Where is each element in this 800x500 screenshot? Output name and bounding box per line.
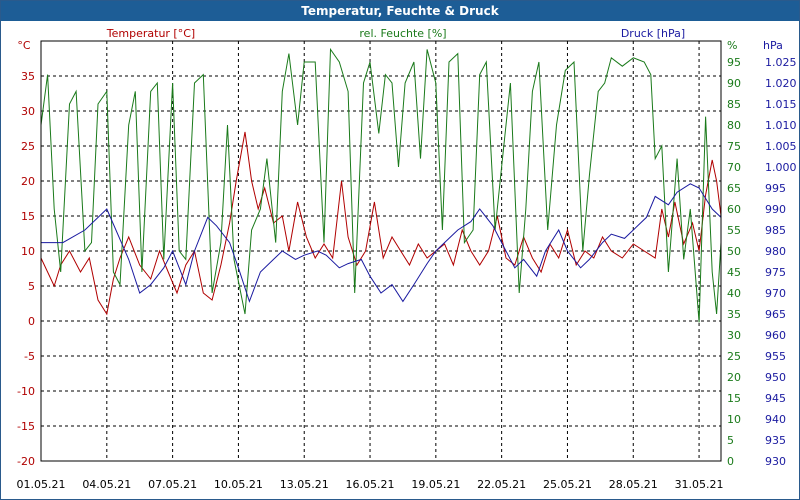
x-tick-label: 07.05.21	[148, 478, 197, 491]
y-tick-pressure: 965	[765, 308, 786, 321]
y-tick-pressure: 930	[765, 455, 786, 468]
y-tick-humidity: 5	[727, 434, 734, 447]
x-tick-label: 25.05.21	[543, 478, 592, 491]
y-tick-temperature: 0	[28, 315, 35, 328]
legend-pressure: Druck [hPa]	[621, 27, 685, 40]
y-tick-temperature: -10	[17, 385, 35, 398]
y-tick-pressure: 955	[765, 350, 786, 363]
y-tick-humidity: 90	[727, 77, 741, 90]
y-tick-humidity: 0	[727, 455, 734, 468]
y-tick-pressure: 1.000	[765, 161, 797, 174]
y-tick-humidity: 70	[727, 161, 741, 174]
y-tick-pressure: 995	[765, 182, 786, 195]
y-tick-temperature: -5	[24, 350, 35, 363]
legend-humidity: rel. Feuchte [%]	[359, 27, 446, 40]
y-tick-temperature: 20	[21, 175, 35, 188]
y-tick-humidity: 85	[727, 98, 741, 111]
y-tick-pressure: 950	[765, 371, 786, 384]
x-tick-label: 16.05.21	[346, 478, 395, 491]
y-tick-humidity: 95	[727, 56, 741, 69]
y-tick-humidity: 10	[727, 413, 741, 426]
y-tick-pressure: 935	[765, 434, 786, 447]
y-tick-humidity: 45	[727, 266, 741, 279]
y-tick-temperature: 15	[21, 210, 35, 223]
pressure-unit-label: hPa	[763, 39, 783, 52]
y-tick-humidity: 80	[727, 119, 741, 132]
y-tick-temperature: 5	[28, 280, 35, 293]
chart-title: Temperatur, Feuchte & Druck	[1, 1, 799, 21]
plot-area-border	[40, 40, 722, 462]
y-tick-pressure: 980	[765, 245, 786, 258]
y-tick-pressure: 960	[765, 329, 786, 342]
y-tick-humidity: 15	[727, 392, 741, 405]
temperature-series-line	[40, 131, 722, 316]
x-tick-label: 04.05.21	[82, 478, 131, 491]
y-tick-temperature: 10	[21, 245, 35, 258]
y-tick-humidity: 50	[727, 245, 741, 258]
y-tick-pressure: 1.015	[765, 98, 797, 111]
y-tick-humidity: 30	[727, 329, 741, 342]
y-tick-pressure: 1.025	[765, 56, 797, 69]
y-tick-pressure: 1.020	[765, 77, 797, 90]
y-tick-temperature: 30	[21, 105, 35, 118]
y-tick-pressure: 990	[765, 203, 786, 216]
y-tick-humidity: 60	[727, 203, 741, 216]
y-tick-humidity: 25	[727, 350, 741, 363]
y-tick-pressure: 1.005	[765, 140, 797, 153]
humidity-unit-label: %	[727, 39, 737, 52]
y-tick-temperature: -20	[17, 455, 35, 468]
x-tick-label: 10.05.21	[214, 478, 263, 491]
legend-temperature: Temperatur [°C]	[106, 27, 195, 40]
x-tick-label: 22.05.21	[477, 478, 526, 491]
pressure-series-line	[41, 183, 722, 303]
temperature-unit-label: °C	[17, 39, 31, 52]
y-tick-temperature: -15	[17, 420, 35, 433]
x-tick-label: 01.05.21	[17, 478, 66, 491]
humidity-series-line	[40, 47, 722, 323]
y-tick-pressure: 1.010	[765, 119, 797, 132]
series-layer	[40, 47, 722, 323]
y-tick-humidity: 40	[727, 287, 741, 300]
y-tick-pressure: 985	[765, 224, 786, 237]
y-tick-pressure: 945	[765, 392, 786, 405]
y-tick-pressure: 940	[765, 413, 786, 426]
y-tick-temperature: 35	[21, 70, 35, 83]
x-tick-label: 13.05.21	[280, 478, 329, 491]
x-tick-label: 19.05.21	[411, 478, 460, 491]
y-tick-humidity: 20	[727, 371, 741, 384]
y-tick-pressure: 970	[765, 287, 786, 300]
chart-canvas: °C % hPa Temperatur [°C] rel. Feuchte [%…	[1, 21, 799, 499]
x-tick-label: 28.05.21	[609, 478, 658, 491]
y-tick-temperature: 25	[21, 140, 35, 153]
y-tick-pressure: 975	[765, 266, 786, 279]
y-tick-humidity: 35	[727, 308, 741, 321]
x-tick-label: 31.05.21	[675, 478, 724, 491]
y-tick-humidity: 75	[727, 140, 741, 153]
y-tick-humidity: 55	[727, 224, 741, 237]
y-tick-humidity: 65	[727, 182, 741, 195]
